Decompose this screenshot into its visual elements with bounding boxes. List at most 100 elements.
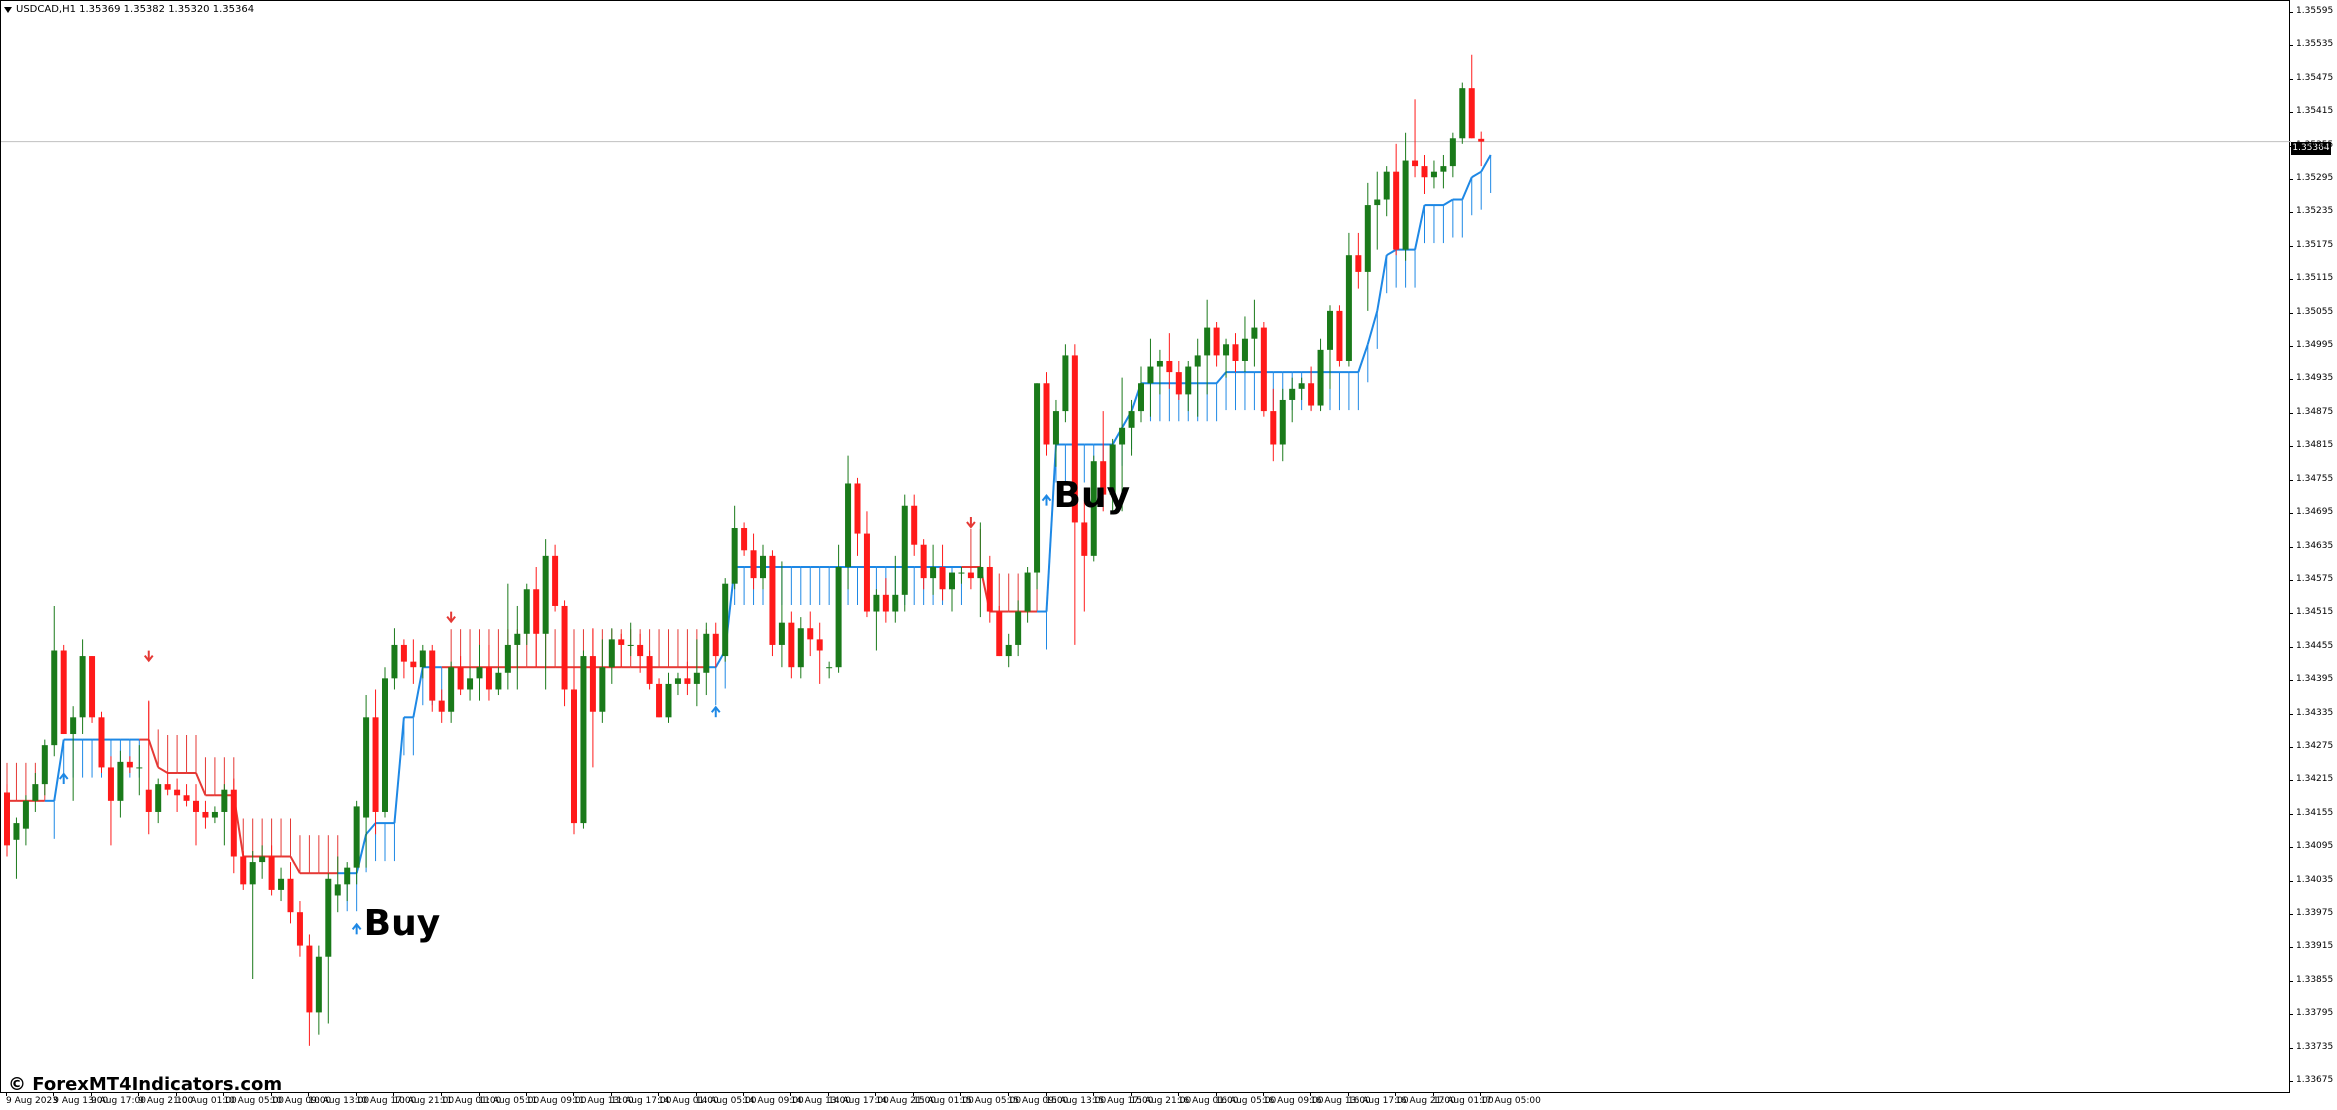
buy-signal-label: Buy [363, 903, 441, 945]
trend-line-segment [1376, 255, 1388, 312]
bull-candle [249, 862, 256, 885]
candlestick-chart[interactable] [1, 1, 2291, 1094]
arrow-down-icon [966, 516, 976, 529]
price-tick-mark [2289, 646, 2293, 648]
time-tick-label: 10 Aug 01:00 [176, 1096, 237, 1106]
bull-candle [391, 644, 398, 679]
time-tick-mark [176, 1092, 178, 1096]
bull-candle [1327, 310, 1333, 350]
bull-candle [1128, 411, 1135, 428]
bull-candle [1289, 388, 1296, 400]
trend-line-segment [1386, 248, 1397, 257]
price-tick-mark [2289, 680, 2293, 682]
time-tick-label: 17 Aug 05:00 [1480, 1096, 1541, 1106]
price-tick-label: 1.35355 [2296, 139, 2334, 150]
price-tick-mark [2289, 847, 2293, 849]
bull-candle [542, 555, 549, 634]
symbol-info: USDCAD,H1 1.35369 1.35382 1.35320 1.3536… [4, 4, 254, 15]
time-tick-label: 11 Aug 01:00 [440, 1096, 502, 1106]
time-tick-mark [610, 1092, 612, 1096]
trend-line-segment [1045, 444, 1057, 612]
bull-candle [13, 823, 20, 840]
price-tick-mark [2289, 1081, 2293, 1082]
bear-candle [1260, 327, 1267, 412]
time-tick-label: 10 Aug 21:00 [393, 1096, 455, 1106]
bear-candle [287, 878, 294, 913]
time-tick-mark [743, 1092, 745, 1096]
bear-candle [193, 800, 199, 812]
time-tick-mark [1215, 1092, 1217, 1096]
bear-candle [438, 700, 445, 712]
time-tick-mark [223, 1092, 225, 1096]
price-tick-label: 1.35115 [2296, 273, 2334, 284]
time-tick-mark [440, 1092, 442, 1096]
time-tick-mark [91, 1092, 93, 1096]
price-tick-label: 1.34815 [2296, 440, 2334, 451]
time-tick-label: 15 Aug 05:00 [960, 1096, 1022, 1106]
time-tick-label: 9 Aug 13:00 [53, 1096, 109, 1106]
bear-candle [1355, 255, 1362, 272]
bull-candle [32, 784, 39, 801]
time-tick-mark [355, 1092, 357, 1096]
bull-candle [41, 745, 48, 785]
bull-candle [1119, 427, 1126, 445]
trend-line-segment [1461, 176, 1473, 200]
price-tick-label: 1.34575 [2296, 573, 2334, 584]
trend-line-segment [393, 717, 405, 824]
bear-candle [712, 633, 719, 657]
time-tick-mark [308, 1092, 310, 1096]
bear-candle [920, 544, 927, 579]
time-tick-mark [1395, 1092, 1397, 1096]
bull-candle [760, 555, 766, 579]
time-tick-mark [1007, 1092, 1009, 1096]
time-tick-mark [6, 1092, 7, 1096]
bull-candle [448, 667, 455, 712]
chart-area[interactable] [0, 0, 2291, 1094]
bull-candle [608, 639, 615, 668]
price-tick-mark [2289, 279, 2293, 281]
time-tick-mark [1130, 1092, 1132, 1096]
bull-candle [1138, 383, 1144, 412]
bull-candle [835, 566, 842, 668]
trend-line-segment [157, 766, 169, 774]
time-tick-label: 15 Aug 01:00 [913, 1096, 974, 1106]
bear-candle [89, 656, 96, 718]
buy-signal-label: Buy [1053, 474, 1131, 516]
bear-candle [882, 594, 889, 612]
bull-candle [703, 633, 710, 673]
time-tick-mark [875, 1092, 877, 1096]
bear-candle [656, 683, 663, 718]
time-tick-label: 16 Aug 13:00 [1310, 1096, 1371, 1106]
price-tick-mark [2289, 245, 2293, 247]
bull-candle [22, 800, 29, 829]
time-tick-label: 15 Aug 21:00 [1130, 1096, 1192, 1106]
time-tick-label: 9 Aug 2023 [6, 1096, 58, 1106]
bear-candle [788, 622, 795, 668]
time-tick-label: 14 Aug 17:00 [828, 1096, 889, 1106]
price-tick-label: 1.35295 [2296, 173, 2334, 184]
bull-candle [353, 806, 360, 868]
price-tick-label: 1.34695 [2296, 507, 2334, 518]
bear-candle [1336, 310, 1343, 361]
bear-candle [1270, 411, 1277, 445]
bear-candle [429, 650, 436, 701]
bull-candle [1383, 171, 1390, 200]
price-tick-label: 1.34515 [2296, 607, 2334, 618]
time-tick-mark [270, 1092, 272, 1096]
price-tick-mark [2289, 479, 2293, 481]
bull-candle [1430, 171, 1437, 178]
bull-candle [580, 656, 587, 824]
price-tick-label: 1.34155 [2296, 807, 2334, 818]
bear-candle [1308, 383, 1315, 406]
trend-line-segment [289, 856, 301, 874]
time-tick-label: 14 Aug 09:00 [743, 1096, 804, 1106]
price-tick-mark [2289, 112, 2293, 114]
bull-candle [1005, 644, 1012, 657]
time-tick-mark [1432, 1092, 1434, 1096]
bull-candle [665, 683, 672, 718]
time-tick-label: 16 Aug 17:00 [1347, 1096, 1409, 1106]
bull-candle [892, 594, 899, 612]
triangle-down-icon[interactable] [4, 6, 12, 13]
bear-candle [410, 661, 417, 668]
